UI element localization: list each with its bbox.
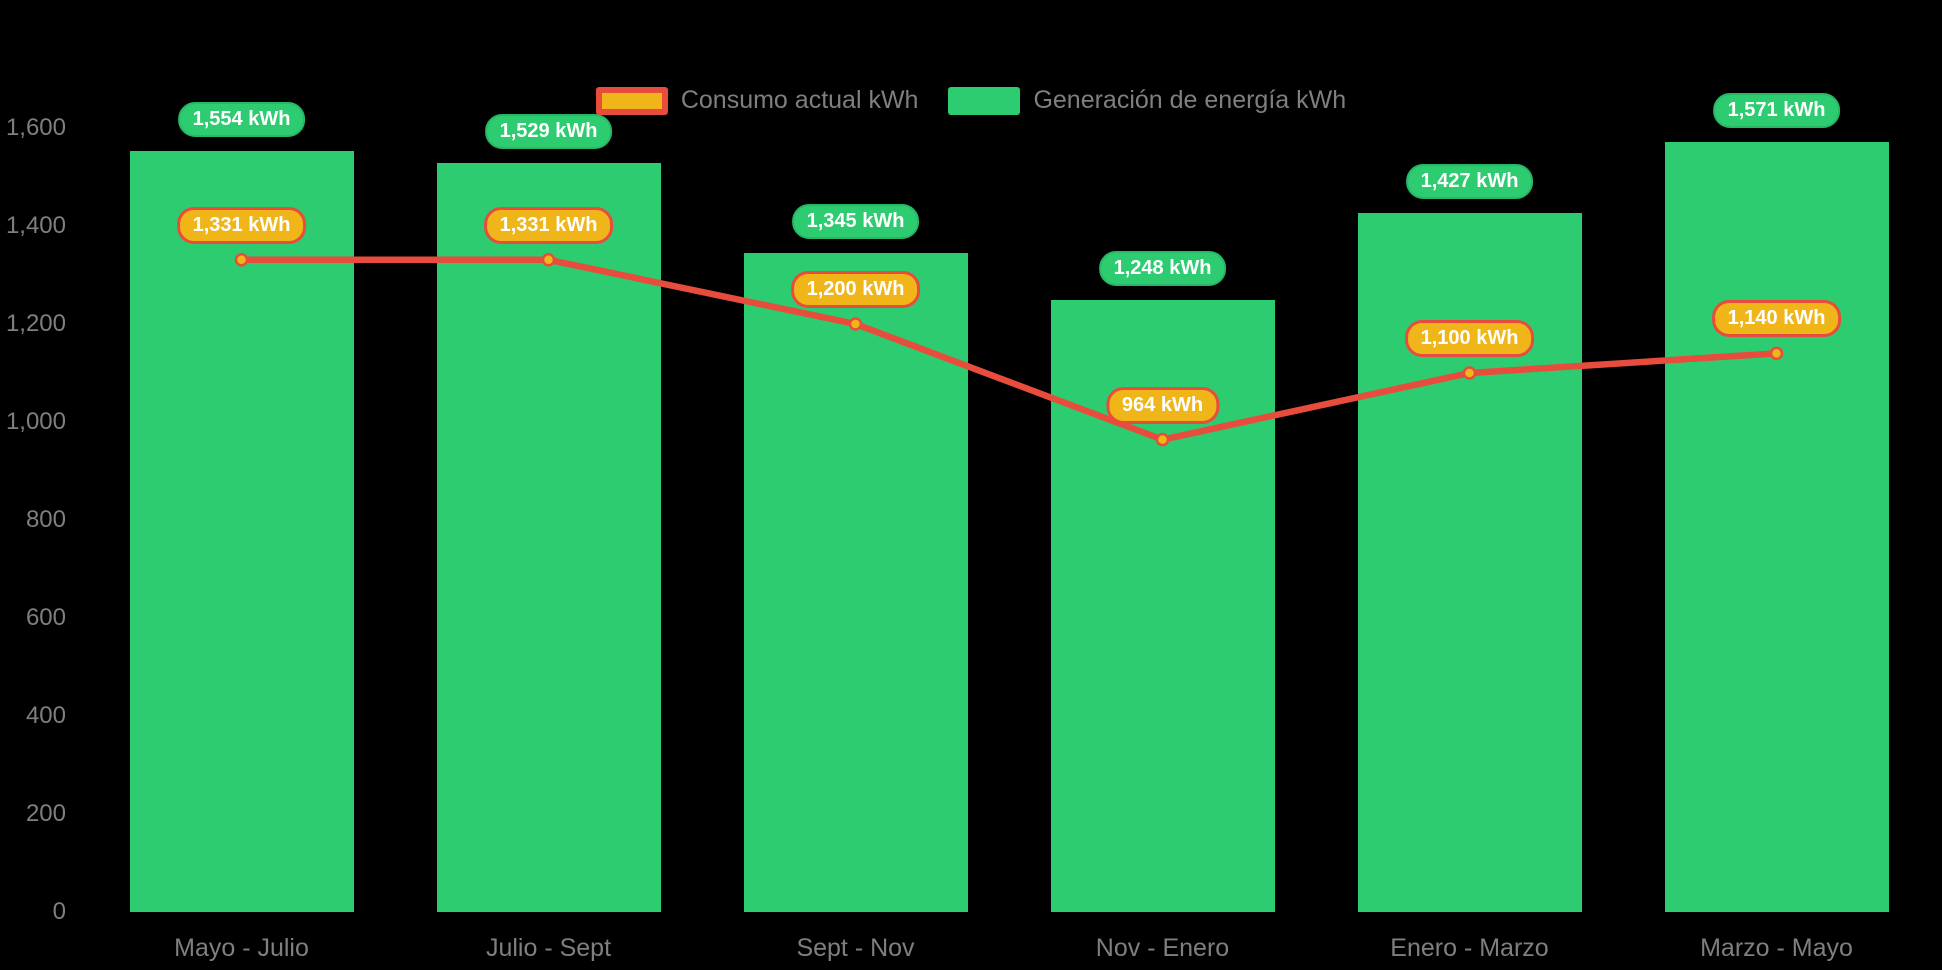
y-axis-label: 800 <box>25 506 66 533</box>
legend-label-generacion: Generación de energía kWh <box>1033 86 1347 114</box>
line-point <box>234 253 249 267</box>
line-point <box>1155 432 1170 447</box>
x-axis-label: Mayo - Julio <box>174 934 309 962</box>
y-axis-label: 600 <box>25 604 66 631</box>
legend-label-consumo: Consumo actual kWh <box>680 86 919 114</box>
line-point <box>541 253 556 267</box>
x-axis-label: Enero - Marzo <box>1390 934 1549 962</box>
x-axis-label: Marzo - Mayo <box>1700 934 1853 962</box>
y-axis-label: 1,200 <box>5 310 66 337</box>
y-axis-label: 200 <box>25 800 66 827</box>
bar-value-badge: 1,554 kWh <box>177 101 306 137</box>
line-value-badge: 1,331 kWh <box>483 206 614 244</box>
x-axis-label: Nov - Enero <box>1095 934 1230 962</box>
legend-item-consumo[interactable]: Consumo actual kWh <box>595 86 919 115</box>
bar-generacion <box>1664 142 1889 912</box>
legend-item-generacion[interactable]: Generación de energía kWh <box>948 86 1346 115</box>
line-point <box>848 317 863 331</box>
line-value-badge: 964 kWh <box>1105 386 1220 424</box>
line-point <box>1462 366 1477 380</box>
bar-generacion <box>129 150 354 912</box>
x-axis-label: Sept - Nov <box>796 934 915 962</box>
bar-value-badge: 1,427 kWh <box>1405 163 1534 199</box>
chart-legend: Consumo actual kWh Generación de energía… <box>0 86 1942 115</box>
consumption-line <box>238 256 1780 443</box>
y-axis-label: 0 <box>52 898 66 925</box>
y-axis-label: 400 <box>25 702 66 729</box>
y-axis-label: 1,000 <box>5 408 66 435</box>
bar-value-badge: 1,345 kWh <box>791 203 920 239</box>
bar-value-badge: 1,571 kWh <box>1712 93 1841 129</box>
line-value-badge: 1,200 kWh <box>790 271 921 308</box>
bar-value-badge: 1,529 kWh <box>484 113 613 149</box>
y-axis-label: 1,600 <box>5 114 66 141</box>
y-axis-label: 1,400 <box>5 212 66 239</box>
generacion-swatch-icon <box>948 86 1021 115</box>
line-value-badge: 1,140 kWh <box>1711 300 1842 338</box>
x-axis-label: Julio - Sept <box>485 934 612 962</box>
bar-generacion <box>743 252 968 912</box>
consumo-swatch-icon <box>595 86 668 115</box>
bar-value-badge: 1,248 kWh <box>1098 251 1227 287</box>
bar-generacion <box>436 162 661 912</box>
line-point <box>1769 346 1784 361</box>
line-value-badge: 1,331 kWh <box>176 206 307 244</box>
line-value-badge: 1,100 kWh <box>1404 320 1535 357</box>
